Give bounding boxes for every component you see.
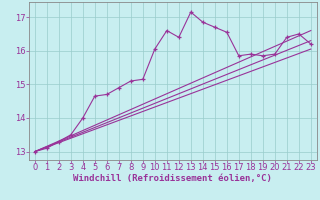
X-axis label: Windchill (Refroidissement éolien,°C): Windchill (Refroidissement éolien,°C) — [73, 174, 272, 183]
